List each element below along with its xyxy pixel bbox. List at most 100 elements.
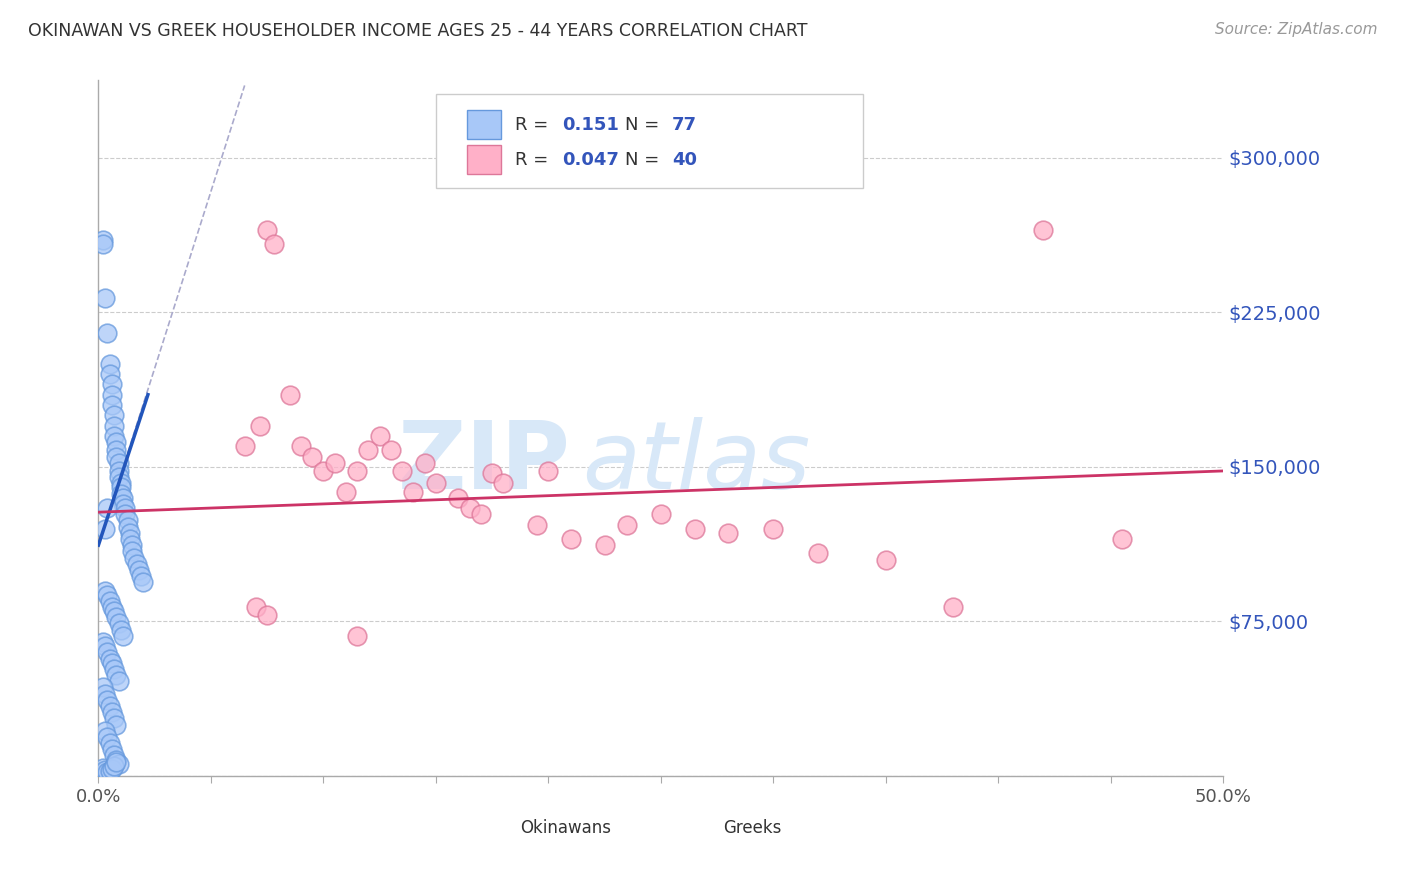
Point <box>103 662 125 676</box>
Point <box>128 563 150 577</box>
Bar <box>467 111 501 139</box>
Point <box>110 486 132 500</box>
Point <box>103 604 125 618</box>
Text: atlas: atlas <box>582 417 810 508</box>
Point <box>105 450 128 464</box>
Point <box>616 517 638 532</box>
Point <box>91 681 114 695</box>
Point <box>101 762 124 776</box>
Point <box>447 491 470 505</box>
Point <box>391 464 413 478</box>
Point <box>94 723 117 738</box>
Text: N =: N = <box>624 116 665 134</box>
Point <box>101 387 124 401</box>
Bar <box>467 145 501 174</box>
Point <box>560 532 582 546</box>
Point <box>94 639 117 653</box>
Point <box>492 476 515 491</box>
Text: Greeks: Greeks <box>723 819 782 838</box>
Point <box>94 291 117 305</box>
Point <box>335 484 357 499</box>
Point <box>94 522 117 536</box>
Point <box>105 717 128 731</box>
Point <box>103 758 125 772</box>
Point <box>105 443 128 458</box>
Point <box>94 763 117 777</box>
Text: 0.047: 0.047 <box>562 151 619 169</box>
Point <box>762 522 785 536</box>
Point <box>105 435 128 450</box>
Point <box>110 623 132 637</box>
Point <box>105 668 128 682</box>
Point <box>249 418 271 433</box>
Point <box>96 692 118 706</box>
Point <box>413 456 436 470</box>
Text: N =: N = <box>624 151 665 169</box>
Point <box>101 398 124 412</box>
Point <box>114 501 136 516</box>
Point <box>278 387 301 401</box>
Text: R =: R = <box>515 116 554 134</box>
Point <box>132 575 155 590</box>
Point <box>98 357 121 371</box>
Point <box>256 223 278 237</box>
Point <box>107 464 129 478</box>
Point <box>96 501 118 516</box>
Point <box>98 367 121 381</box>
Point <box>105 610 128 624</box>
Point <box>98 736 121 750</box>
Point <box>96 645 118 659</box>
Point <box>124 550 146 565</box>
Bar <box>683 817 711 839</box>
Point <box>101 656 124 670</box>
Point <box>103 711 125 725</box>
Point <box>101 705 124 719</box>
Point <box>98 594 121 608</box>
Point <box>683 522 706 536</box>
Point <box>96 730 118 744</box>
Point <box>107 616 129 631</box>
Point <box>103 748 125 763</box>
Point <box>107 456 129 470</box>
Point <box>263 237 285 252</box>
Point <box>96 588 118 602</box>
Point <box>96 326 118 340</box>
Text: ZIP: ZIP <box>398 417 571 509</box>
Point <box>1111 532 1133 546</box>
Point <box>1032 223 1054 237</box>
Point <box>117 513 139 527</box>
Text: Source: ZipAtlas.com: Source: ZipAtlas.com <box>1215 22 1378 37</box>
Text: Okinawans: Okinawans <box>520 819 612 838</box>
Point <box>103 418 125 433</box>
Point <box>323 456 346 470</box>
Point <box>103 429 125 443</box>
Point <box>402 484 425 499</box>
Point <box>101 742 124 756</box>
Point <box>112 497 135 511</box>
Point <box>112 491 135 505</box>
Point <box>118 532 141 546</box>
Point <box>312 464 335 478</box>
Point <box>107 470 129 484</box>
Point <box>537 464 560 478</box>
Point <box>94 687 117 701</box>
Text: 77: 77 <box>672 116 697 134</box>
Text: OKINAWAN VS GREEK HOUSEHOLDER INCOME AGES 25 - 44 YEARS CORRELATION CHART: OKINAWAN VS GREEK HOUSEHOLDER INCOME AGE… <box>28 22 807 40</box>
Point <box>875 552 897 566</box>
Point <box>101 599 124 614</box>
Point <box>94 583 117 598</box>
Point <box>121 538 143 552</box>
Point <box>118 525 141 540</box>
Point <box>129 569 152 583</box>
Point <box>233 439 256 453</box>
Point <box>117 519 139 533</box>
Point <box>101 377 124 392</box>
Point <box>256 608 278 623</box>
Point <box>121 544 143 558</box>
Point <box>98 764 121 778</box>
Point <box>98 651 121 665</box>
Point <box>526 517 548 532</box>
FancyBboxPatch shape <box>436 95 863 188</box>
Point <box>98 698 121 713</box>
Point <box>650 507 672 521</box>
